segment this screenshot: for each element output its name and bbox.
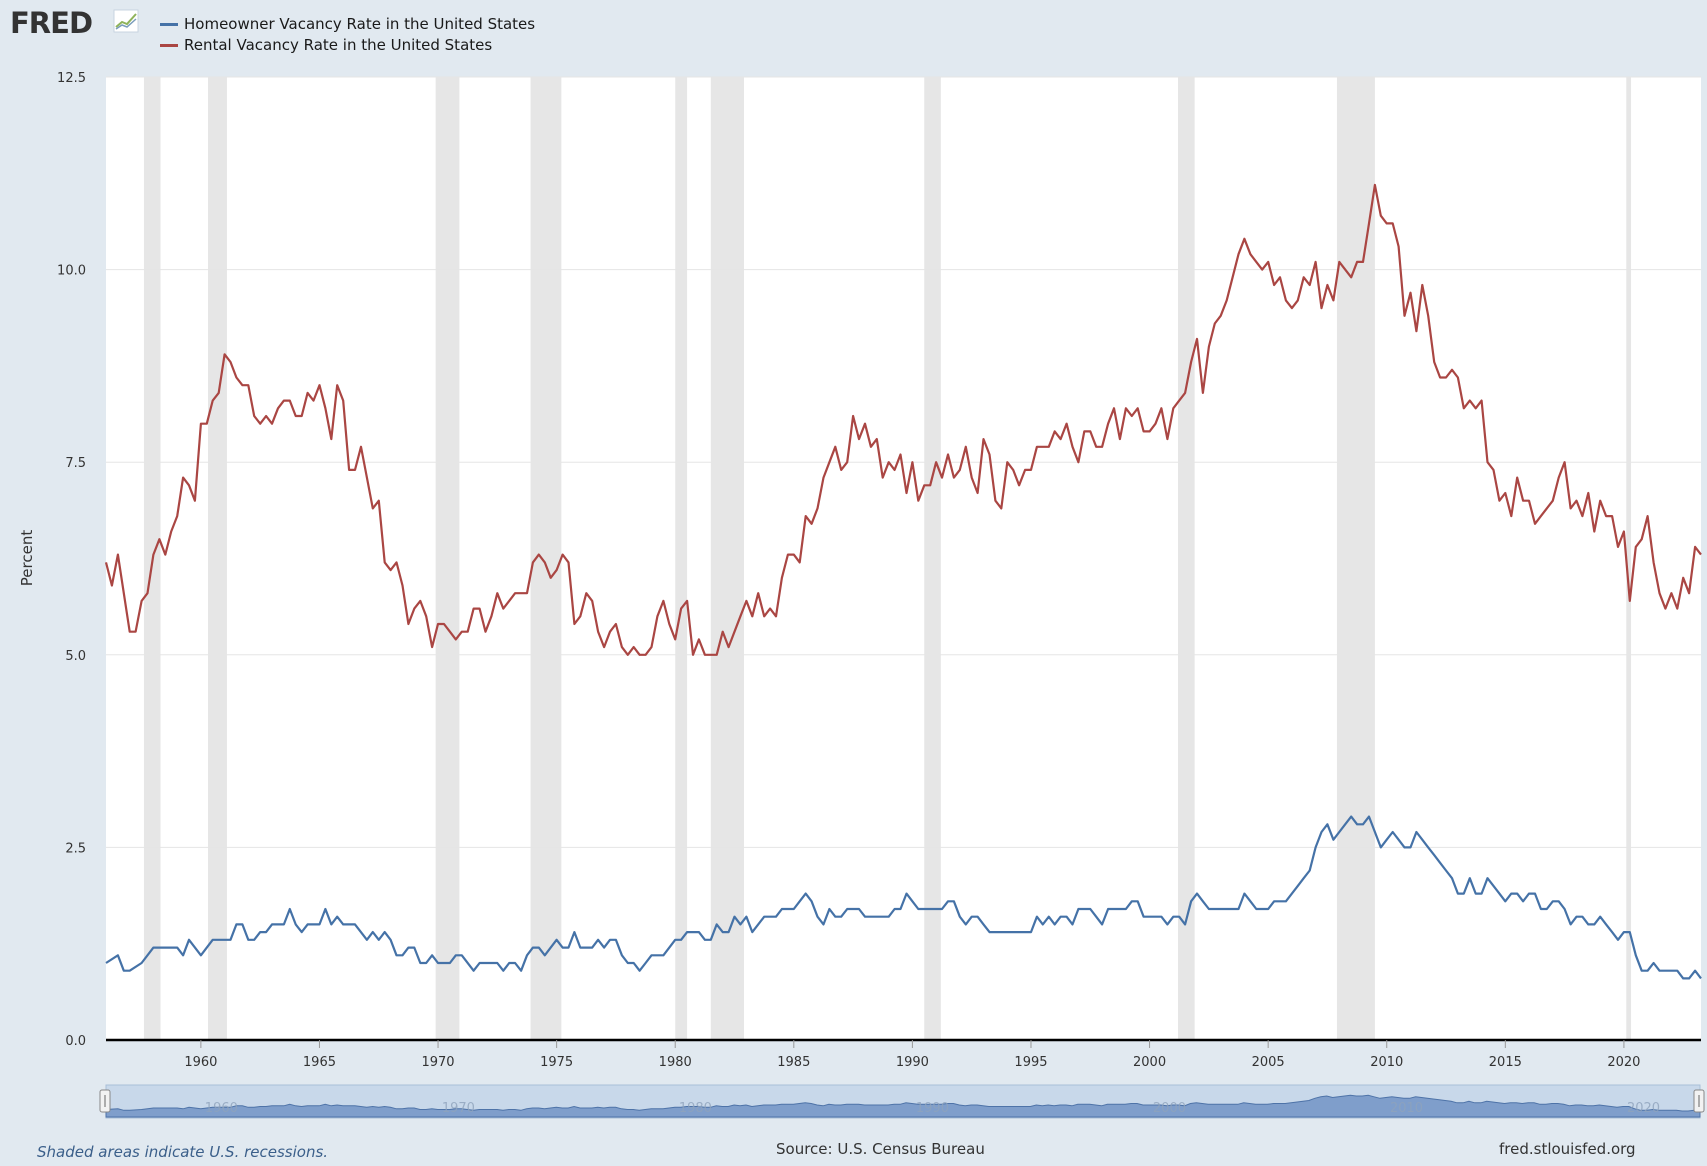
x-tick-label: 2020 <box>1607 1055 1640 1070</box>
fred-logo-text: FRED <box>10 6 92 40</box>
x-tick-label: 1980 <box>659 1055 692 1070</box>
x-tick-labels: 1960 1965 1970 1975 1980 1985 1990 1995 2000 2005… <box>184 1040 1640 1070</box>
x-tick-label: 1960 <box>184 1055 217 1070</box>
x-tick-label: 1985 <box>777 1055 810 1070</box>
source-credit: Source: U.S. Census Bureau <box>776 1140 985 1158</box>
y-axis-label: Percent <box>18 530 36 587</box>
recession-band <box>435 77 460 1040</box>
y-tick-label: 10.0 <box>57 264 86 279</box>
y-tick-label: 7.5 <box>65 456 86 471</box>
y-tick-label: 0.0 <box>65 1034 86 1049</box>
recession-band <box>1178 77 1195 1040</box>
recession-band <box>675 77 688 1040</box>
x-tick-label: 1975 <box>540 1055 573 1070</box>
recession-band <box>710 77 744 1040</box>
fred-site-link[interactable]: fred.stlouisfed.org <box>1499 1140 1636 1158</box>
y-tick-label: 12.5 <box>57 71 86 86</box>
x-tick-label: 2005 <box>1252 1055 1285 1070</box>
navigator-tick-labels: 1960 1970 1980 1990 2000 2010 2020 <box>205 1101 1660 1116</box>
recession-band <box>207 77 227 1040</box>
time-range-navigator[interactable]: 1960 1970 1980 1990 2000 2010 2020 <box>99 1084 1705 1119</box>
navigator-area <box>105 1094 1701 1118</box>
rental-vacancy-line[interactable] <box>104 183 1702 656</box>
navigator-tick-label: 2000 <box>1153 1101 1186 1116</box>
y-tick-label: 5.0 <box>65 649 86 664</box>
legend-label: Rental Vacancy Rate in the United States <box>184 36 493 54</box>
navigator-tick-label: 1990 <box>916 1101 949 1116</box>
navigator-tick-label: 1970 <box>442 1101 475 1116</box>
legend-swatch-blue <box>160 23 178 26</box>
x-tick-label: 1970 <box>421 1055 454 1070</box>
x-tick-label: 2010 <box>1370 1055 1403 1070</box>
recession-band <box>924 77 941 1040</box>
recession-band <box>1336 77 1375 1040</box>
recession-note: Shaded areas indicate U.S. recessions. <box>37 1143 329 1161</box>
fred-logo-chart-icon <box>113 9 139 33</box>
x-tick-label: 2000 <box>1133 1055 1166 1070</box>
navigator-tick-label: 1960 <box>205 1101 238 1116</box>
y-tick-labels: 0.0 2.5 5.0 7.5 10.0 12.5 <box>57 71 86 1049</box>
gridlines <box>106 76 1701 848</box>
line-chart[interactable]: 0.0 2.5 5.0 7.5 10.0 12.5 1960 1965 1970 1975 198… <box>0 0 1707 1130</box>
x-tick-label: 2015 <box>1489 1055 1522 1070</box>
legend-label: Homeowner Vacancy Rate in the United Sta… <box>184 15 536 33</box>
navigator-mini-chart <box>105 1094 1701 1118</box>
legend-item-homeowner[interactable]: Homeowner Vacancy Rate in the United Sta… <box>160 15 535 33</box>
homeowner-vacancy-line[interactable] <box>105 815 1702 980</box>
recession-band <box>1626 77 1632 1040</box>
plot-area <box>106 77 1701 1040</box>
fred-logo[interactable]: FRED <box>10 6 140 40</box>
x-tick-label: 1990 <box>896 1055 929 1070</box>
series-lines[interactable] <box>104 183 1702 980</box>
x-tick-label: 1965 <box>303 1055 336 1070</box>
navigator-tick-label: 2020 <box>1627 1101 1660 1116</box>
navigator-tick-label: 1980 <box>679 1101 712 1116</box>
x-tick-label: 1995 <box>1014 1055 1047 1070</box>
legend-item-rental[interactable]: Rental Vacancy Rate in the United States <box>160 36 492 54</box>
navigator-tick-label: 2010 <box>1390 1101 1423 1116</box>
legend-swatch-red <box>160 44 178 47</box>
y-tick-label: 2.5 <box>65 841 86 856</box>
